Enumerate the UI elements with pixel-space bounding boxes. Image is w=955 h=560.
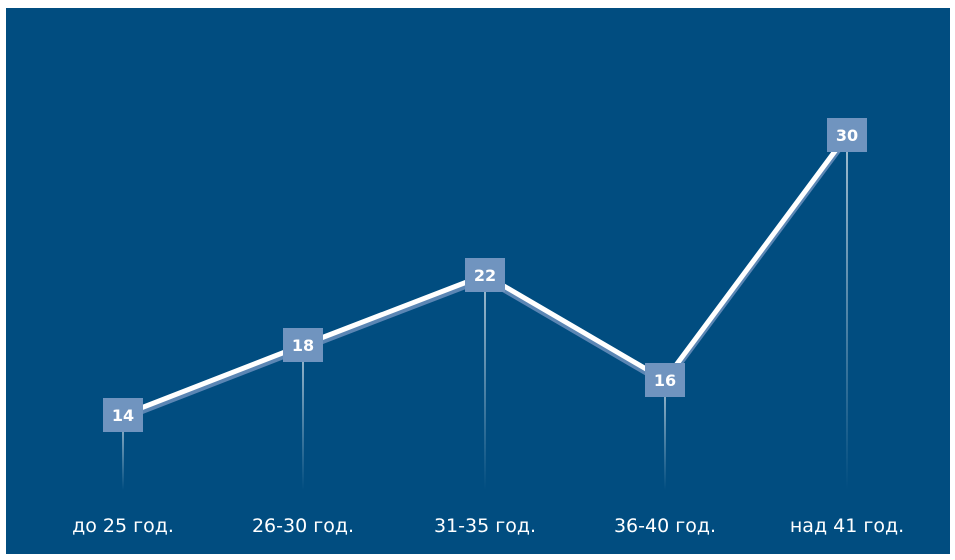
drop-line-2 bbox=[302, 345, 304, 490]
data-label-2: 18 bbox=[292, 336, 314, 355]
data-point-marker-3 bbox=[465, 258, 505, 292]
x-tick-label-2: 26-30 год. bbox=[252, 515, 354, 537]
drop-line-1 bbox=[122, 415, 124, 490]
data-point-marker-2 bbox=[283, 328, 323, 362]
data-label-3: 22 bbox=[474, 266, 496, 285]
data-label-5: 30 bbox=[836, 126, 858, 145]
x-tick-label-3: 31-35 год. bbox=[434, 515, 536, 537]
drop-line-4 bbox=[664, 380, 666, 490]
drop-line-3 bbox=[484, 275, 486, 490]
drop-line-5 bbox=[846, 135, 848, 490]
data-point-marker-4 bbox=[645, 363, 685, 397]
data-point-marker-1 bbox=[103, 398, 143, 432]
x-tick-label-5: над 41 год. bbox=[790, 515, 904, 537]
data-point-marker-5 bbox=[827, 118, 867, 152]
x-tick-label-4: 36-40 год. bbox=[614, 515, 716, 537]
x-tick-label-1: до 25 год. bbox=[72, 515, 174, 537]
data-label-4: 16 bbox=[654, 371, 676, 390]
data-label-1: 14 bbox=[112, 406, 134, 425]
